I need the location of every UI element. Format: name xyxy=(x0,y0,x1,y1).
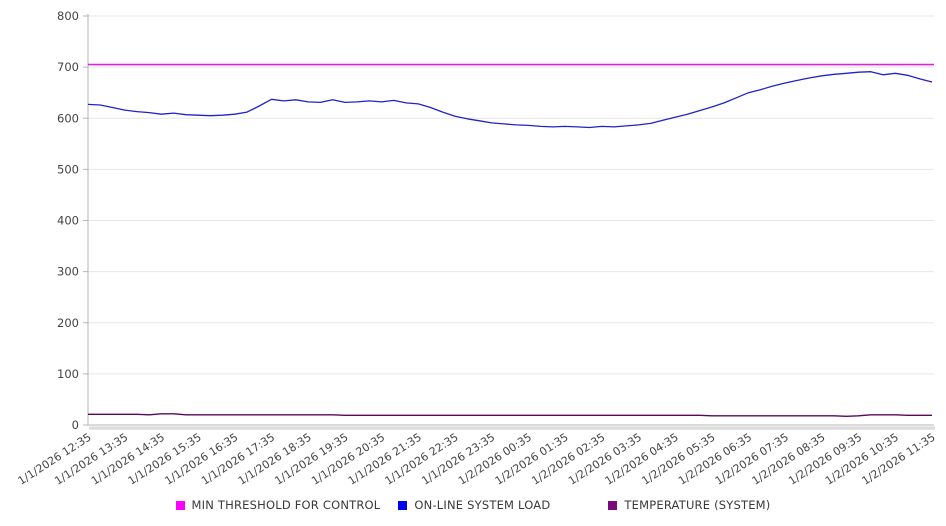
x-minor-ticks xyxy=(89,426,935,430)
series-line-on-line-system-load xyxy=(87,71,933,129)
y-tick-label: 600 xyxy=(57,111,79,125)
gridlines xyxy=(88,15,934,375)
legend-label: MIN THRESHOLD FOR CONTROL xyxy=(191,498,381,512)
y-tick-label: 500 xyxy=(57,162,79,176)
y-tick-label: 400 xyxy=(57,214,79,228)
y-axis-labels: 0 100 200 300 400 500 600 700 800 xyxy=(57,9,88,432)
series-line-temperature-system xyxy=(88,413,932,417)
legend-swatch-purple xyxy=(608,500,618,510)
legend-swatch-magenta xyxy=(175,500,185,510)
legend-swatch-blue xyxy=(398,500,408,510)
legend-label: TEMPERATURE (SYSTEM) xyxy=(624,498,771,512)
chart-legend: MIN THRESHOLD FOR CONTROL ON-LINE SYSTEM… xyxy=(0,498,946,512)
x-axis-labels: 1/1/2026 12:351/1/2026 13:351/1/2026 14:… xyxy=(16,431,938,488)
legend-item-min-threshold-for-control: MIN THRESHOLD FOR CONTROL xyxy=(175,498,381,512)
y-tick-label: 100 xyxy=(57,367,79,381)
legend-item-online-system-load: ON-LINE SYSTEM LOAD xyxy=(398,498,550,512)
y-tick-label: 700 xyxy=(57,60,79,74)
y-tick-label: 300 xyxy=(57,265,79,279)
chart-canvas: 0 100 200 300 400 500 600 700 800 1/1/2026 12:351… xyxy=(16,9,938,488)
y-tick-label: 0 xyxy=(72,418,79,432)
y-tick-label: 800 xyxy=(57,9,79,23)
legend-label: ON-LINE SYSTEM LOAD xyxy=(414,498,551,512)
legend-item-temperature-system: TEMPERATURE (SYSTEM) xyxy=(608,498,770,512)
y-tick-label: 200 xyxy=(57,316,79,330)
